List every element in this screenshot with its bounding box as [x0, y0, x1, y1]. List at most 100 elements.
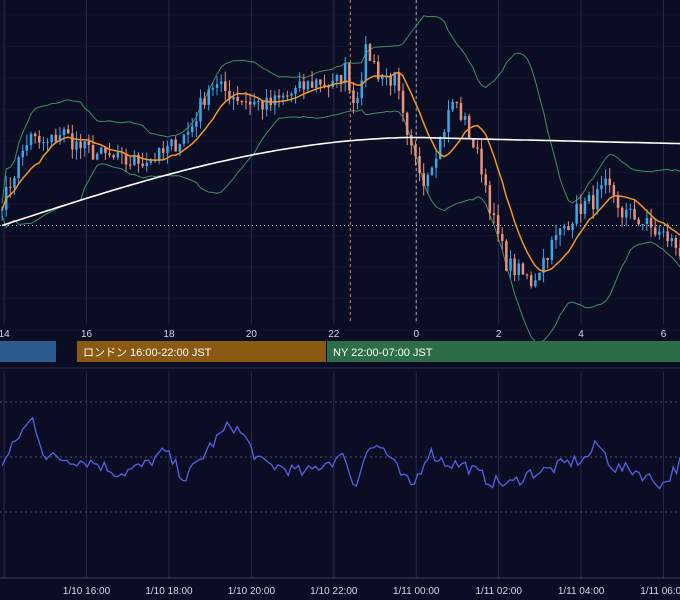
- candle-body: [467, 116, 471, 139]
- candle-body: [149, 159, 153, 163]
- candle-body: [517, 263, 520, 276]
- candle-body: [484, 174, 487, 186]
- candle-body: [600, 185, 603, 190]
- candle-body: [21, 150, 24, 158]
- candle-body: [662, 231, 665, 233]
- candle-body: [480, 148, 483, 175]
- candle-body: [281, 95, 285, 98]
- main-x-tick-label: 16: [81, 329, 93, 340]
- main-x-axis: 14 16 18 20 22 0 2 4 6: [0, 329, 667, 340]
- candle-body: [199, 98, 202, 122]
- session-markers: [349, 0, 417, 324]
- candle-body: [133, 154, 136, 166]
- candle-body: [579, 203, 583, 214]
- candle-body: [496, 215, 500, 234]
- candle-body: [327, 86, 330, 88]
- candle-body: [356, 97, 359, 103]
- candle-body: [583, 201, 587, 214]
- candle-body: [534, 280, 537, 287]
- candle-body: [501, 233, 504, 241]
- candle-body: [625, 210, 628, 218]
- candle-body: [13, 178, 16, 188]
- bollinger-upper-line: [1, 15, 680, 204]
- candle-body: [124, 153, 128, 165]
- candle-body: [112, 155, 115, 158]
- candle-body: [104, 147, 107, 154]
- moving-average-long-line: [1, 136, 680, 227]
- session-label: ロンドン 16:00-22:00 JST: [83, 347, 212, 359]
- candle-body: [191, 126, 194, 133]
- candle-body: [166, 146, 169, 153]
- candle-body: [323, 84, 326, 87]
- candle-body: [529, 275, 533, 287]
- main-x-tick-label: 2: [496, 329, 502, 340]
- candle-body: [46, 142, 49, 144]
- candle-body: [91, 145, 95, 160]
- candle-body: [372, 60, 376, 62]
- candle-body: [38, 136, 41, 143]
- candle-body: [377, 61, 380, 80]
- candle-body: [348, 63, 351, 91]
- candle-body: [563, 226, 566, 229]
- candle-body: [434, 158, 438, 168]
- candle-body: [509, 258, 512, 271]
- candle-body: [232, 96, 235, 100]
- candle-body: [273, 95, 277, 106]
- candle-body: [100, 147, 103, 154]
- candle-body: [319, 79, 322, 85]
- candle-body: [42, 142, 45, 144]
- main-x-tick-label: 6: [661, 329, 667, 340]
- candle-body: [558, 228, 562, 235]
- bollinger-bands: [1, 15, 680, 343]
- candle-body: [17, 157, 20, 179]
- candle-body: [219, 81, 223, 85]
- candle-body: [236, 96, 239, 102]
- candle-body: [310, 81, 314, 88]
- main-x-tick-label: 20: [246, 329, 258, 340]
- candle-body: [137, 154, 140, 164]
- main-x-tick-label: 14: [0, 329, 10, 340]
- oscillator-x-tick-label: 1/11 06:00: [640, 586, 680, 597]
- candle-body: [410, 135, 413, 146]
- candle-body: [33, 133, 37, 137]
- candle-body: [616, 195, 620, 208]
- candle-body: [546, 258, 549, 260]
- candle-body: [674, 238, 678, 248]
- oscillator-x-axis: 1/10 16:00 1/10 18:00 1/10 20:00 1/10 22:00…: [63, 586, 680, 597]
- candle-body: [455, 101, 458, 103]
- candle-body: [257, 101, 260, 103]
- candle-body: [290, 93, 293, 96]
- candle-body: [418, 156, 421, 174]
- candle-body: [108, 153, 111, 156]
- candle-body: [95, 153, 99, 160]
- candle-body: [658, 231, 661, 235]
- candle-body: [538, 272, 541, 281]
- candle-body: [306, 81, 310, 90]
- candle-body: [261, 101, 264, 110]
- candle-body: [315, 79, 318, 88]
- oscillator-x-tick-label: 1/11 04:00: [558, 586, 605, 597]
- oscillator-x-tick-label: 1/11 00:00: [393, 586, 440, 597]
- candle-body: [79, 141, 82, 149]
- candle-body: [397, 72, 401, 91]
- candle-body: [439, 136, 442, 159]
- candle-body: [248, 101, 252, 105]
- moving-average-short-line: [1, 71, 680, 273]
- bollinger-lower-line: [1, 109, 680, 343]
- candle-body: [265, 97, 268, 110]
- candle-body: [488, 185, 492, 214]
- candle-body: [58, 135, 62, 142]
- candle-body: [389, 75, 392, 86]
- session-block: [0, 341, 56, 362]
- candle-body: [224, 81, 227, 91]
- candle-body: [447, 109, 450, 132]
- candle-body: [554, 234, 558, 240]
- candle-body: [174, 139, 177, 152]
- oscillator-x-tick-label: 1/10 16:00: [63, 586, 111, 597]
- oscillator-x-tick-label: 1/11 02:00: [475, 586, 522, 597]
- oscillator-x-tick-label: 1/10 20:00: [228, 586, 276, 597]
- candle-body: [286, 95, 289, 97]
- candle-body: [426, 174, 430, 186]
